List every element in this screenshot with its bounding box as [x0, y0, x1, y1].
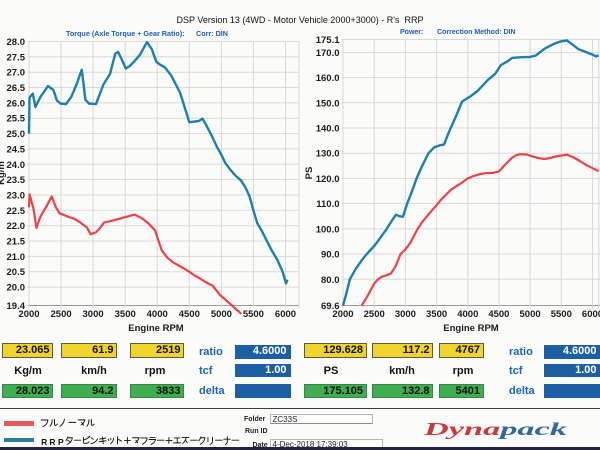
svg-text:23.0: 23.0: [7, 191, 26, 202]
svg-text:27.5: 27.5: [7, 52, 26, 63]
svg-text:23.5: 23.5: [7, 175, 26, 186]
svg-text:26.0: 26.0: [7, 98, 26, 109]
svg-text:28.0: 28.0: [7, 37, 26, 48]
svg-text:24.5: 24.5: [7, 144, 26, 155]
svg-text:R: R: [41, 437, 47, 447]
svg-text:160.0: 160.0: [316, 73, 340, 84]
svg-text:120.0: 120.0: [316, 174, 340, 185]
svg-text:80.0: 80.0: [321, 275, 340, 286]
svg-text:26.5: 26.5: [7, 83, 26, 94]
svg-text:3000: 3000: [395, 309, 416, 320]
svg-text:2000: 2000: [18, 309, 39, 320]
svg-text:3500: 3500: [426, 309, 447, 320]
svg-text:22.0: 22.0: [7, 221, 26, 232]
svg-text:5000: 5000: [211, 309, 232, 320]
svg-text:P: P: [58, 437, 64, 447]
svg-text:100.0: 100.0: [316, 224, 340, 235]
svg-text:175.1: 175.1: [316, 35, 340, 46]
svg-text:21.5: 21.5: [7, 237, 26, 248]
svg-text:140.0: 140.0: [316, 124, 340, 135]
svg-text:150.0: 150.0: [316, 98, 340, 109]
svg-text:4000: 4000: [147, 309, 168, 320]
svg-text:21.0: 21.0: [7, 252, 26, 263]
svg-text:2500: 2500: [364, 309, 385, 320]
svg-text:20.5: 20.5: [7, 267, 26, 278]
svg-text:27.0: 27.0: [7, 68, 26, 79]
svg-text:69.6: 69.6: [321, 301, 340, 312]
svg-text:130.0: 130.0: [316, 149, 340, 160]
svg-text:19.4: 19.4: [7, 301, 26, 312]
svg-text:22.5: 22.5: [7, 206, 26, 217]
svg-text:Engine RPM: Engine RPM: [443, 323, 499, 334]
svg-text:PS: PS: [304, 167, 315, 180]
svg-text:6000: 6000: [275, 309, 296, 320]
svg-text:5500: 5500: [243, 309, 264, 320]
svg-text:25.5: 25.5: [7, 114, 26, 125]
svg-text:Kg/m: Kg/m: [0, 161, 7, 185]
svg-text:Engine RPM: Engine RPM: [128, 323, 184, 334]
svg-text:20.0: 20.0: [7, 283, 26, 294]
svg-text:25.0: 25.0: [7, 129, 26, 140]
svg-text:110.0: 110.0: [316, 199, 339, 210]
svg-text:2000: 2000: [332, 309, 353, 320]
svg-text:90.0: 90.0: [321, 250, 340, 261]
svg-text:4500: 4500: [179, 309, 200, 320]
svg-text:6000: 6000: [582, 309, 600, 320]
svg-text:3000: 3000: [83, 309, 104, 320]
svg-text:5500: 5500: [551, 309, 572, 320]
svg-text:R: R: [49, 437, 55, 447]
svg-text:2500: 2500: [51, 309, 72, 320]
svg-text:24.0: 24.0: [7, 160, 26, 171]
svg-text:4500: 4500: [488, 309, 509, 320]
svg-text:170.0: 170.0: [316, 48, 340, 59]
svg-text:4000: 4000: [457, 309, 478, 320]
svg-text:3500: 3500: [115, 309, 136, 320]
svg-text:5000: 5000: [520, 309, 541, 320]
